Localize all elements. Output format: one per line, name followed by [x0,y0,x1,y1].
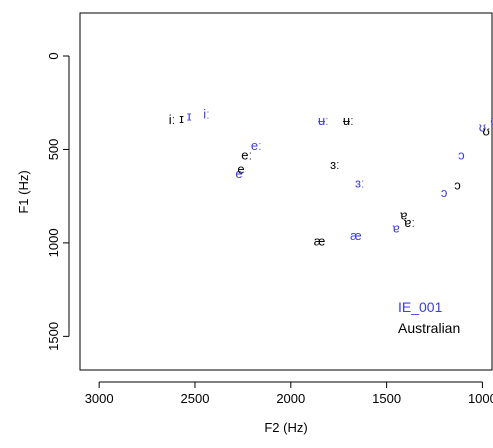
y-axis-title: F1 (Hz) [16,170,31,213]
vowel-label-series-0: e [235,166,242,181]
y-tick-label: 500 [46,139,61,161]
vowel-label-series-1: ɔ [454,177,461,192]
x-tick-label: 2000 [276,391,305,406]
vowel-label-series-0: eː [251,138,262,153]
x-tick-label: 2500 [181,391,210,406]
vowel-label-series-1: ʉː [343,113,354,128]
y-tick-label: 0 [46,52,61,59]
vowel-label-series-1: e [237,162,244,177]
legend-entry-0: IE_001 [398,299,443,315]
vowel-label-series-1: ɐ [400,207,407,222]
vowel-label-series-1: iː [169,112,176,127]
vowel-label-series-1: ɪ [179,111,184,126]
legend-entry-1: Australian [398,320,460,336]
vowel-label-series-0: ɐ [393,220,400,235]
y-tick-label: 1500 [46,322,61,351]
vowel-label-series-0: ɔ [441,185,448,200]
vowel-label-series-1: æ [314,234,326,249]
vowel-label-series-0: ɪ [187,108,192,123]
vowel-label-series-1: eː [241,148,252,163]
vowel-label-series-0: ɔ [458,148,465,163]
plot-frame [79,12,493,371]
vowel-label-series-1: ʊ [483,123,490,138]
x-tick-label: 1000 [468,391,493,406]
vowel-label-series-0: iː [203,106,210,121]
vowel-label-series-1: ɐː [404,215,415,230]
vowel-label-series-0: oː [490,113,493,128]
vowel-label-series-1: ɜː [330,157,340,172]
vowel-label-series-0: ʉː [318,113,329,128]
x-tick-label: 3000 [85,391,114,406]
vowel-label-series-0: æ [350,228,362,243]
y-tick-label: 1000 [46,228,61,257]
vowel-label-series-0: ɜː [355,176,365,191]
x-axis-title: F2 (Hz) [264,420,307,435]
vowel-label-series-0: ʊ [479,120,486,135]
x-tick-label: 1500 [372,391,401,406]
